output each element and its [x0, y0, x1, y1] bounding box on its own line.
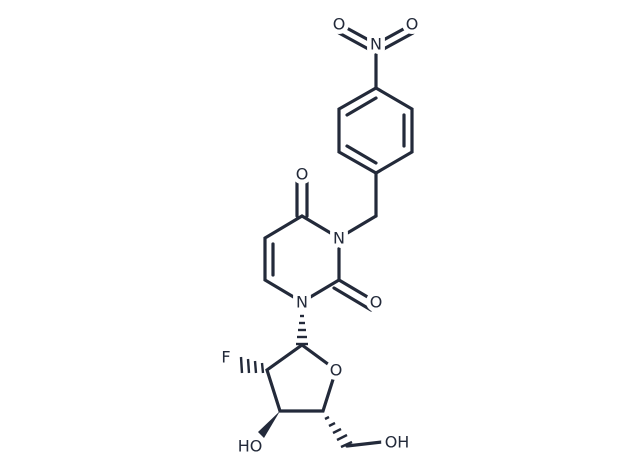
atom-label: O: [406, 15, 419, 34]
atom-label: N: [296, 293, 308, 312]
atom-label: O: [333, 15, 346, 34]
atom-label: HO: [238, 437, 263, 456]
atom-label: N: [333, 229, 345, 248]
atom-label: O: [330, 361, 343, 380]
atom-label: N: [370, 35, 382, 54]
atom-label: O: [296, 165, 309, 184]
atom-label: O: [370, 293, 383, 312]
bonds: [239, 24, 415, 449]
atom-label: F: [221, 348, 230, 367]
atom-labels: O N O O N N O F O HO OH: [217, 10, 423, 460]
atom-label: OH: [385, 433, 410, 452]
